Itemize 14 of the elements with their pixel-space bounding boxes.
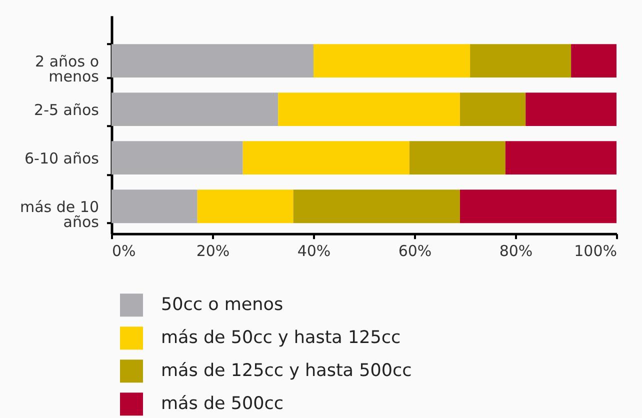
- legend-label: más de 50cc y hasta 125cc: [161, 328, 401, 348]
- y-tick-label: 6-10 años: [24, 149, 100, 168]
- x-tick-label: 0%: [112, 242, 136, 260]
- x-tick-label: 80%: [499, 242, 533, 260]
- y-tick-label: 2 años o menos: [35, 52, 100, 86]
- x-tick-label: 100%: [574, 242, 617, 260]
- y-tick-label: más de 10 años: [20, 198, 100, 231]
- legend-label: más de 500cc: [161, 394, 284, 414]
- y-tick-label: 2-5 años: [34, 100, 100, 119]
- legend-label: 50cc o menos: [161, 295, 284, 316]
- x-tick-label: 60%: [398, 242, 432, 260]
- x-tick-label: 20%: [196, 242, 230, 260]
- x-tick-label: 40%: [297, 242, 331, 260]
- legend-label: más de 125cc y hasta 500cc: [161, 361, 412, 382]
